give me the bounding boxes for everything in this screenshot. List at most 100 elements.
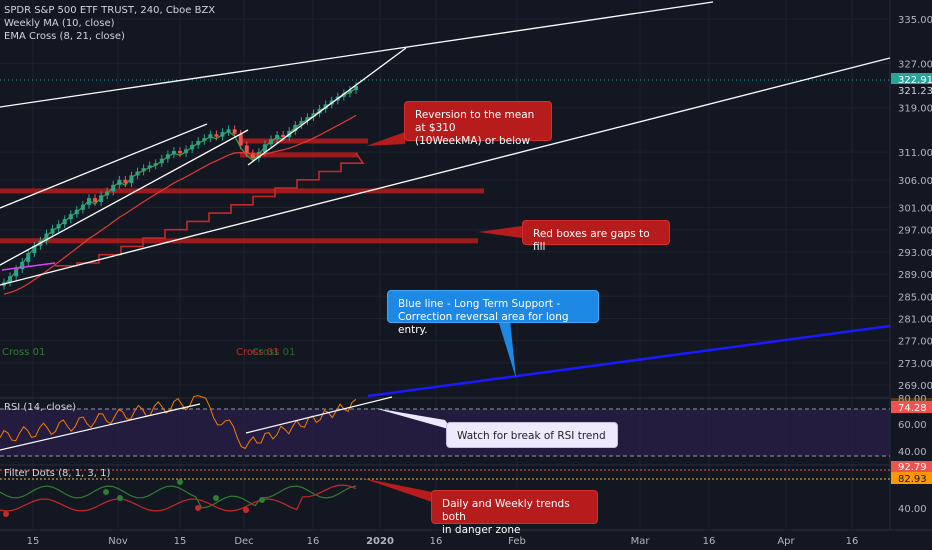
time-tick-label: 15 [174,536,187,547]
danger-line-2: in danger zone [442,524,521,536]
candle-body [250,153,255,159]
candle-body [111,184,116,192]
price-tick-label: 293.00 [898,248,932,259]
long-term-support-line [367,324,891,398]
time-tick-label: 16 [846,536,859,547]
candle-body [244,145,249,154]
candle-body [147,165,152,169]
candle-body [129,175,134,184]
rsi-callout-text: Watch for break of RSI trend [457,430,606,442]
time-tick-label: Apr [777,536,795,547]
legend-rsi: RSI (14, close) [4,402,77,413]
rsi-pointer [374,408,452,430]
time-tick-label: 2020 [366,536,394,547]
rsi-tick-label: 60.00 [898,420,927,431]
filter-dot [177,479,183,485]
price-tick-label: 285.00 [898,292,932,303]
candle-body [123,179,128,184]
candle-body [26,253,31,262]
price-tick-label: 306.00 [898,176,932,187]
rsi-tick-label: 40.00 [898,447,927,458]
price-tick-label: 277.00 [898,337,932,348]
filter-green-line [0,485,357,509]
reversion-callout: Reversion to the mean at $310 (10WeekMA)… [404,101,552,147]
filter-value-a-badge [891,461,932,472]
price-tick-label: 289.00 [898,270,932,281]
reversion-line-2: (10WeekMA) or below [415,135,531,147]
ema-slow-line [3,114,357,295]
candle-body [44,233,49,241]
candle-body [14,269,19,277]
rsi-axis-ticks: 80.00 60.00 40.00 [898,394,927,458]
price-tick-label: 269.00 [898,381,932,392]
cross-label-mid-overlap: Cross 01 [252,347,295,358]
rsi-current-badge [891,401,932,413]
candle-body [99,195,104,202]
channel-a-bottom [0,129,249,266]
ema-fast-line [3,87,357,286]
rsi-trend-line-1 [0,403,201,451]
price-tick-label: 281.00 [898,314,932,325]
gaps-pointer [478,226,522,238]
gaps-text: Red boxes are gaps to fill [533,228,650,253]
candle-body [293,124,298,132]
current-price-badge [891,73,932,86]
danger-pointer [362,478,432,502]
legend-main: SPDR S&P 500 ETF TRUST, 240, Cboe BZX We… [4,4,215,43]
filter-dots [3,479,265,517]
price-tick-label: 327.00 [898,59,932,70]
legend-title: SPDR S&P 500 ETF TRUST, 240, Cboe BZX [4,5,216,16]
candle-body [262,144,267,153]
rsi-band [0,409,890,456]
filter-axis-ticks: 40.00 [898,504,927,515]
cross-label-left: Cross 01 [2,347,45,358]
filter-dot [195,505,201,511]
rsi-tick-label: 80.00 [898,394,927,405]
rsi-trend-line-2 [245,396,393,434]
trend-lines [0,1,891,286]
candle-body [153,163,158,166]
ma-price-value: 321.23 [898,86,932,97]
filter-red-line [0,484,357,512]
legend-filter: Filter Dots (8, 1, 3, 1) [4,468,111,479]
price-tick-label: 301.00 [898,204,932,215]
gap-box [0,238,478,244]
support-callout: Blue line - Long Term Support - Correcti… [387,290,599,336]
candle-body [238,133,243,146]
weekly-ma-step-line [55,152,365,267]
time-tick-label: 15 [27,536,40,547]
time-tick-label: Mar [631,536,651,547]
ma-segment-magenta [1,262,56,271]
candle-body [226,129,231,133]
candle-body [20,261,25,270]
channel-b-bottom [247,47,407,166]
candle-body [178,150,182,154]
filter-dot [243,507,249,513]
filter-dot [103,489,109,495]
support-line-2: Correction reversal area for long entry. [398,311,569,336]
price-tick-label: 273.00 [898,359,932,370]
candle-body [93,198,98,202]
danger-line-1: Daily and Weekly trends both [442,498,570,523]
price-tick-label: 335.00 [898,15,932,26]
filter-value-a: 92.79 [898,462,927,473]
upper-channel-line [0,1,714,108]
price-tick-label: 311.00 [898,148,932,159]
current-price-value: 322.91 [898,75,932,86]
gap-box [0,188,484,194]
filter-value-b-badge [891,472,932,484]
gap-box [242,138,368,144]
price-axis-ticks: 335.00 327.00 319.00 311.00 306.00 301.00 297.… [898,15,932,392]
time-tick-label: 16 [703,536,716,547]
price-tick-label: 319.00 [898,104,932,115]
time-tick-label: Dec [234,536,253,547]
filter-dot [213,495,219,501]
filter-tick-label: 40.00 [898,504,927,515]
candle-body [214,134,219,137]
candle-body [281,134,286,138]
support-line-1: Blue line - Long Term Support - [398,298,561,310]
gap-box [240,152,358,158]
candle-body [32,245,37,254]
